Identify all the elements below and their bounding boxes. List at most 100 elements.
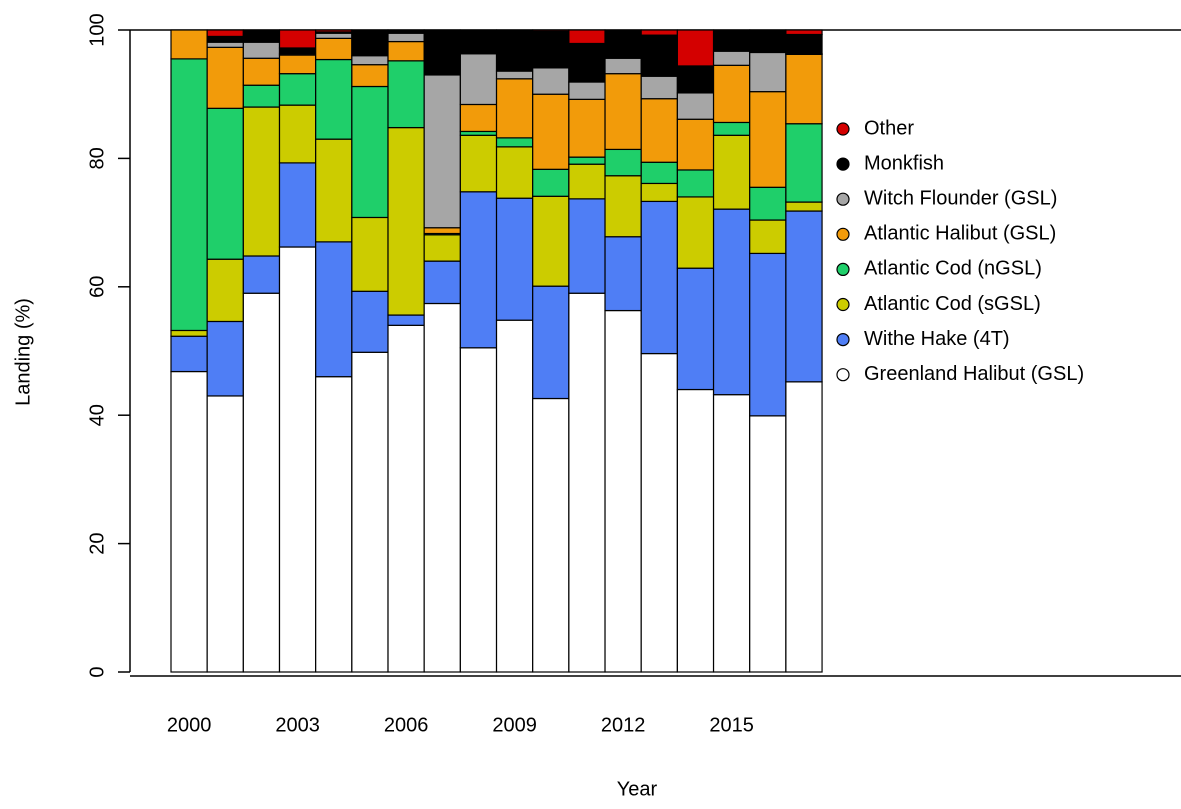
bar-segment [242,57,281,86]
bar-segment [315,37,353,61]
bar-segment [785,210,823,383]
bar-segment [640,75,678,100]
x-axis-label: Year [617,778,658,800]
bar-segment [351,290,389,353]
bar-segment [532,30,570,69]
bar-segment [278,246,317,673]
bar-segment [495,197,534,321]
bar-segment [676,65,715,94]
bar-segment [676,267,715,391]
bar-segment [568,198,606,294]
bar-segment [387,40,425,62]
bar-segment [459,191,498,349]
bar-segment [242,106,281,257]
bar-segment [170,370,208,673]
bar-segment [712,134,751,210]
bar-segment [351,351,389,673]
bar-segment [387,60,425,129]
bar-segment [749,51,787,93]
bar-segment [315,58,353,140]
bar-segment [423,74,461,229]
legend-label: Witch Flounder (GSL) [864,187,1057,209]
x-tick-label: 2009 [492,714,537,736]
bar-segment [206,46,244,109]
bar-segment [640,34,678,77]
bar-segment [640,161,678,185]
bar-segment [532,67,570,95]
bar-segment [206,258,244,323]
bar-segment [351,29,389,57]
bar-segment [640,352,678,673]
bar-segment [640,182,678,203]
bar-segment [278,162,317,248]
x-tick-label: 2006 [384,714,429,736]
bar-segment [749,29,787,54]
bar-segment [495,146,534,199]
legend-marker [836,262,850,276]
legend-marker [836,297,850,312]
bar-segment [170,58,208,332]
bar-segment [423,227,461,235]
bar-segment [423,234,461,262]
bar-segment [206,41,244,48]
legend-label: Monkfish [864,152,944,174]
bar-segment [676,118,715,171]
y-tick-label: 80 [86,147,108,169]
legend-marker [836,333,850,347]
bar-segment [712,121,751,136]
bar-segment [387,314,425,326]
bar-segment [604,73,642,151]
bar-segment [712,64,751,124]
bar-segment [242,255,281,294]
bar-segment [532,93,570,170]
bar-segment [785,29,823,36]
legend-label: Atlantic Cod (nGSL) [864,258,1042,280]
bar-segment [532,285,570,400]
bar-segment [785,201,823,212]
y-tick-label: 0 [86,666,108,677]
bar-segment [242,84,281,108]
bar-segment [206,35,244,43]
y-tick-label: 100 [86,13,108,46]
bar-segment [640,98,678,163]
bar-segment [315,29,353,33]
bar-segment [568,292,606,673]
x-tick-label: 2012 [601,714,646,736]
bar-segment [604,29,642,59]
legend-label: Atlantic Halibut (GSL) [864,223,1056,245]
bar-segment [351,64,389,88]
bar-segment [712,208,751,396]
bar-segment [676,196,715,269]
legend-marker [836,157,850,171]
bar-segment [387,126,425,316]
bar-segment [749,186,787,221]
bar-segment [278,73,317,106]
bar-segment [351,55,389,66]
bar-segment [387,32,425,43]
bar-segment [459,53,498,106]
bar-segment [387,29,425,34]
bar-segment [532,29,570,32]
bar-segment [785,33,823,55]
bar-segment [315,138,353,243]
bar-segment [206,320,244,397]
bar-segment [749,415,787,673]
bar-segment [604,309,642,673]
bar-segment [495,137,534,148]
legend-marker [836,122,850,136]
bar-segment [206,107,244,260]
bar-segment [278,29,317,49]
bar-segment [604,236,642,312]
bar-segment [568,29,606,45]
y-tick-label: 20 [86,532,108,554]
bar-segment [604,57,642,75]
bar-segment [495,78,534,139]
bar-segment [532,397,570,673]
bar-segment [170,329,208,337]
bar-segment [676,388,715,673]
legend-marker [836,227,850,241]
bar-segment [568,163,606,200]
bar-segment [315,376,353,673]
bar-segment [242,29,281,43]
bar-segment [242,41,281,59]
